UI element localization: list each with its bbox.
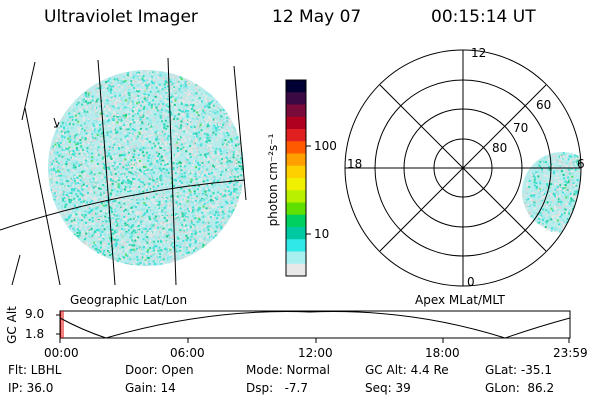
colorbar-swatch: [286, 129, 306, 142]
mlt-label-6: 6: [577, 157, 585, 171]
colorbar-swatch: [286, 116, 306, 130]
colorbar-swatch: [286, 239, 306, 252]
arrow-icon: [53, 117, 60, 128]
alt-xtick-0600: 06:00: [170, 346, 205, 360]
footer-mode: Mode: Normal: [246, 363, 330, 377]
colorbar-swatch: [286, 251, 306, 265]
mlat-label-60: 60: [536, 98, 552, 112]
altitude-curve: [59, 311, 571, 339]
footer-filter: Flt: LBHL: [8, 363, 62, 377]
footer-glon: GLon: 86.2: [485, 381, 555, 395]
instrument-title: Ultraviolet Imager: [44, 7, 198, 27]
alt-xtick-0000: 00:00: [44, 346, 79, 360]
altitude-plot: [56, 310, 571, 343]
geo-panel-label: Geographic Lat/Lon: [70, 293, 188, 307]
colorbar-swatch: [286, 214, 306, 228]
colorbar-tick-10: 10: [314, 227, 330, 241]
colorbar: [285, 79, 311, 277]
mlat-label-70: 70: [513, 121, 529, 135]
colorbar-swatch: [286, 92, 306, 105]
alt-ytick-9: 9.0: [25, 307, 45, 321]
colorbar-swatch: [286, 80, 306, 93]
geographic-image: [0, 57, 247, 286]
footer-gain: Gain: 14: [125, 381, 176, 395]
colorbar-swatch: [286, 153, 306, 167]
colorbar-swatch: [286, 165, 306, 179]
mlt-label-0: 0: [467, 275, 475, 289]
colorbar-swatch: [286, 227, 306, 240]
colorbar-swatch: [286, 178, 306, 191]
alt-ylabel: GC Alt: [5, 306, 19, 344]
lat-lon-grid: [0, 57, 247, 286]
mlat-label-80: 80: [492, 141, 508, 155]
auroral-emission: [48, 70, 244, 266]
footer-seq: Seq: 39: [365, 381, 411, 395]
footer-glat: GLat: -35.1: [485, 363, 552, 377]
footer-door: Door: Open: [125, 363, 194, 377]
mlt-label-18: 18: [347, 157, 363, 171]
colorbar-swatch: [286, 263, 306, 277]
polar-panel-label: Apex MLat/MLT: [415, 293, 505, 307]
colorbar-swatch: [286, 104, 306, 118]
colorbar-unit-label: photon cm⁻²s⁻¹: [266, 133, 280, 227]
footer-dsp: Dsp: -7.7: [246, 381, 309, 395]
alt-xtick-2359: 23:59: [553, 346, 588, 360]
mlt-label-12: 12: [471, 46, 487, 60]
polar-grid: [344, 49, 582, 287]
alt-xtick-1200: 12:00: [298, 346, 333, 360]
alt-xtick-1800: 18:00: [425, 346, 460, 360]
date-label: 12 May 07: [272, 7, 362, 27]
colorbar-swatch: [286, 202, 306, 216]
footer-gc-alt: GC Alt: 4.4 Re: [365, 363, 449, 377]
colorbar-swatches: [286, 80, 306, 277]
colorbar-swatch: [286, 141, 306, 154]
colorbar-tick-100: 100: [314, 139, 337, 153]
alt-ytick-1-8: 1.8: [25, 327, 45, 341]
time-label: 00:15:14 UT: [431, 7, 536, 27]
colorbar-swatch: [286, 190, 306, 203]
polar-plot: [344, 49, 582, 287]
footer-ip: IP: 36.0: [8, 381, 54, 395]
